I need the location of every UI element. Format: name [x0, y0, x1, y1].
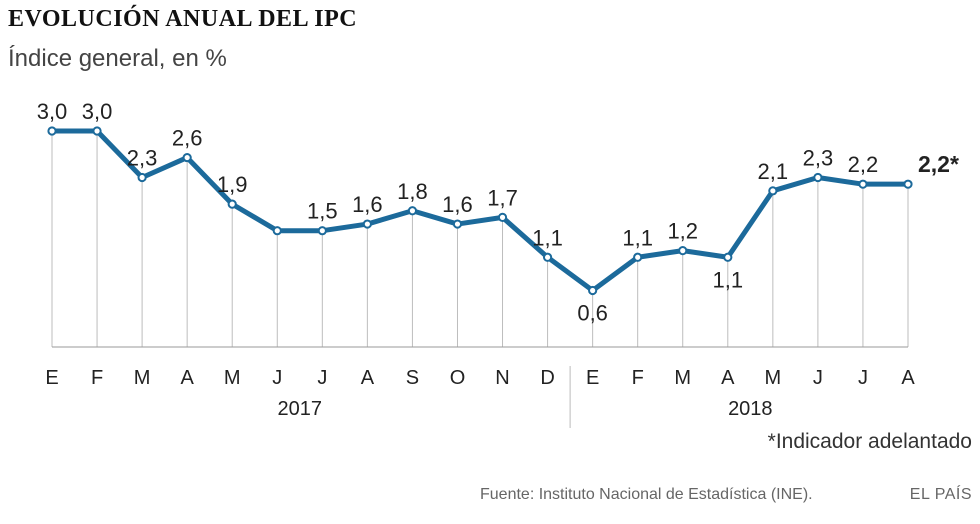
data-label: 2,6	[172, 126, 203, 151]
data-label: 1,1	[622, 225, 653, 250]
x-tick-label: E	[45, 367, 58, 389]
series-line	[49, 128, 911, 294]
data-point	[768, 186, 778, 196]
data-label: 1,1	[532, 225, 563, 250]
x-tick-label: N	[495, 367, 509, 389]
data-point	[678, 246, 688, 256]
data-label: 1,8	[397, 179, 428, 204]
x-tick-label: M	[674, 367, 691, 389]
data-point	[407, 206, 418, 216]
data-label: 2,3	[127, 146, 158, 171]
data-label: 0,6	[577, 301, 608, 326]
year-label: 2018	[728, 398, 773, 420]
chart-title: EVOLUCIÓN ANUAL DEL IPC	[8, 6, 358, 32]
data-point	[633, 252, 643, 262]
data-point	[182, 152, 192, 163]
x-tick-label: A	[361, 367, 375, 389]
x-tick-label: S	[406, 367, 419, 389]
x-tick-label: O	[450, 367, 466, 389]
x-tick-label: A	[901, 367, 915, 389]
data-point	[497, 212, 508, 222]
line-chart: 3,0 3,0 2,3 2,6 1,9 1,5 1,6 1,8 1,6 1,7 1,1 0,6 1,1 1…	[37, 99, 959, 428]
x-tick-label: J	[858, 367, 868, 389]
x-tick-label: J	[317, 367, 327, 389]
data-point	[317, 226, 327, 236]
chart-subtitle: Índice general, en %	[8, 45, 227, 72]
data-label: 1,6	[352, 192, 383, 217]
brand-logo: EL PAÍS	[909, 486, 972, 503]
data-point	[92, 126, 102, 136]
data-label: 1,9	[217, 172, 248, 197]
data-label: 2,1	[758, 159, 789, 184]
footnote: *Indicador adelantado	[767, 430, 972, 453]
x-tick-label: M	[765, 367, 782, 389]
data-point	[227, 199, 237, 209]
source-text: Fuente: Instituto Nacional de Estadístic…	[480, 486, 813, 503]
data-label: 2,3	[803, 146, 834, 171]
data-point	[137, 172, 147, 183]
x-tick-label: M	[224, 367, 241, 389]
data-point	[588, 285, 598, 296]
x-tick-label: M	[134, 367, 151, 389]
data-label: 2,2*	[918, 151, 959, 177]
x-tick-label: J	[813, 367, 823, 389]
data-point	[903, 179, 913, 189]
data-point	[542, 252, 553, 262]
data-point	[452, 219, 463, 229]
x-tick-label: A	[721, 367, 735, 389]
data-label: 2,2	[848, 152, 879, 177]
data-label: 3,0	[82, 99, 113, 124]
data-point	[362, 219, 372, 229]
data-point	[47, 126, 57, 136]
data-label: 1,7	[487, 185, 518, 210]
x-tick-label: J	[272, 367, 282, 389]
x-tick-label: F	[632, 367, 644, 389]
x-tick-label: E	[586, 367, 599, 389]
data-point	[272, 226, 282, 236]
data-point	[723, 252, 733, 262]
data-label: 1,6	[442, 192, 473, 217]
data-point	[813, 172, 823, 183]
data-label: 3,0	[37, 99, 68, 124]
data-label: 1,5	[307, 199, 338, 224]
year-label: 2017	[278, 398, 323, 420]
data-label: 1,1	[712, 267, 743, 292]
x-tick-label: D	[540, 367, 554, 389]
data-label: 1,2	[667, 219, 698, 244]
x-tick-label: F	[91, 367, 103, 389]
x-tick-label: A	[180, 367, 194, 389]
data-point	[858, 179, 868, 189]
